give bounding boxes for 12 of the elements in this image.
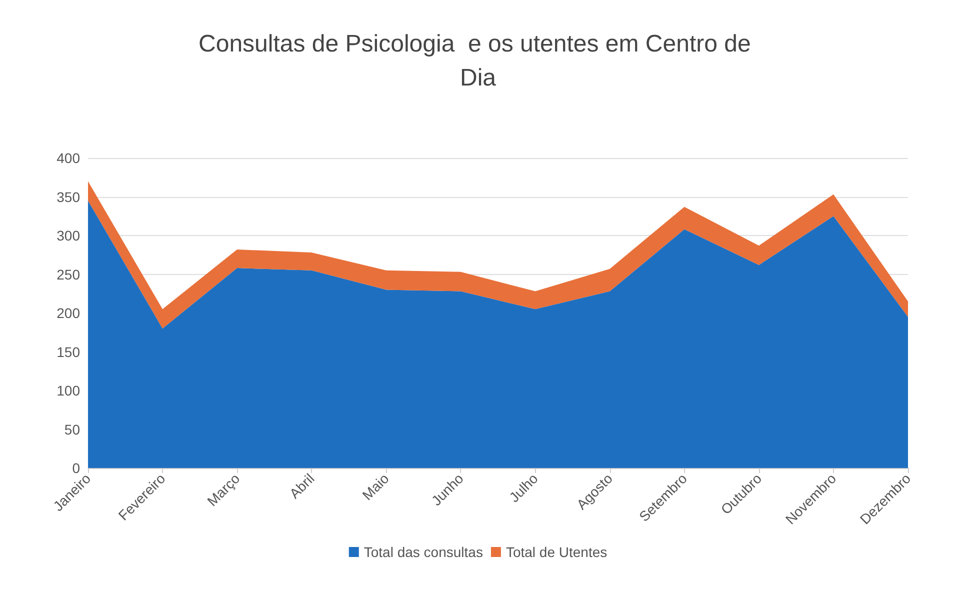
y-tick-label: 0	[72, 460, 80, 476]
y-tick-label: 250	[56, 266, 80, 282]
chart-title: Consultas de Psicologia e os utentes em Centro de Dia	[198, 30, 758, 92]
legend-label: Total das consultas	[364, 544, 483, 560]
y-tick-label: 300	[56, 228, 80, 244]
y-tick-label: 150	[56, 344, 80, 360]
y-tick-label: 350	[56, 188, 80, 205]
y-tick-label: 400	[56, 150, 80, 166]
legend-label: Total de Utentes	[506, 544, 608, 560]
y-tick-label: 50	[64, 421, 80, 438]
y-tick-label: 100	[56, 382, 80, 398]
y-tick-label: 200	[56, 305, 80, 321]
